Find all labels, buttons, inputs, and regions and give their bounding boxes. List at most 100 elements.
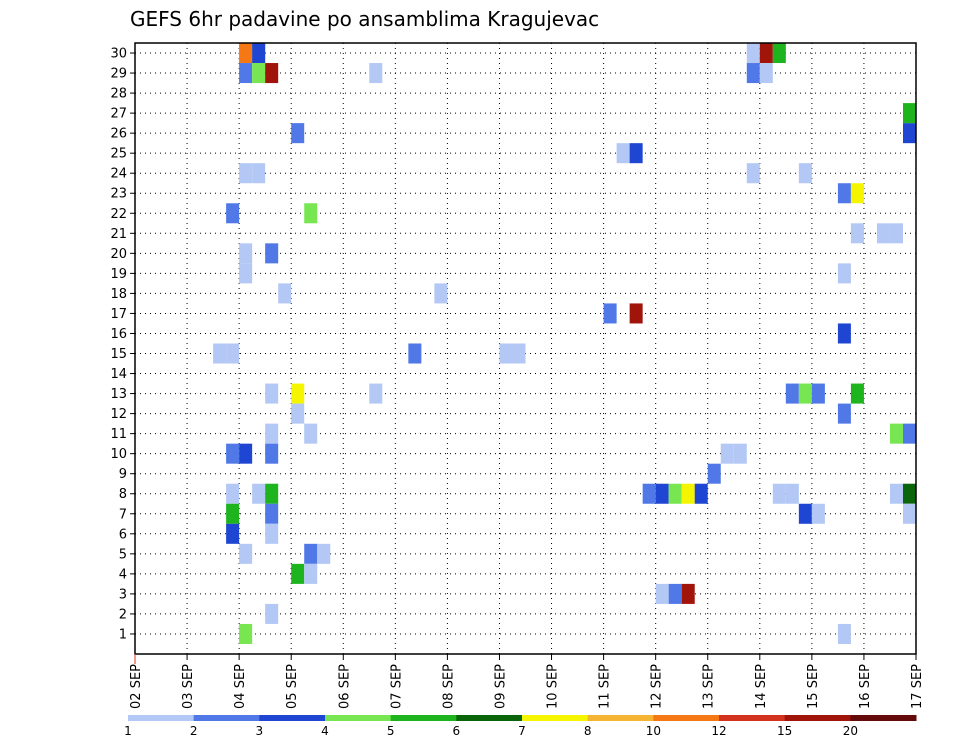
- precip-cell: [629, 143, 643, 164]
- colorbar-segment: [128, 715, 195, 721]
- y-tick-label: 3: [119, 587, 127, 602]
- colorbar-label: 10: [646, 724, 661, 738]
- x-tick-label: 05 SEP: [285, 664, 300, 709]
- precip-cell: [811, 383, 825, 404]
- y-tick-label: 13: [110, 387, 127, 402]
- precip-cell: [772, 483, 786, 504]
- x-tick-label: 09 SEP: [493, 664, 508, 709]
- plot-frame: [134, 42, 917, 655]
- x-axis: 02 SEP 03 SEP 04 SEP 05 SEP 06 SEP 07 SEP 08 S…: [129, 654, 925, 709]
- y-tick-label: 30: [110, 47, 127, 62]
- precip-cell: [694, 483, 708, 504]
- y-tick-label: 22: [110, 207, 127, 222]
- precip-cell: [785, 483, 799, 504]
- precip-cell: [304, 543, 318, 564]
- colorbar-segment: [850, 715, 917, 721]
- precip-cell: [837, 623, 851, 644]
- precip-cell: [681, 583, 695, 604]
- precip-cell: [265, 603, 279, 624]
- precip-cell: [226, 343, 240, 364]
- precip-cell: [265, 443, 279, 464]
- precip-cell: [902, 103, 916, 124]
- y-axis: 1234567891011121314151617181920212223242…: [110, 47, 135, 642]
- colorbar-label: 15: [777, 724, 792, 738]
- x-tick-label: 06 SEP: [337, 664, 352, 709]
- precip-cell: [226, 443, 240, 464]
- precip-cell: [369, 383, 383, 404]
- precip-cell: [239, 543, 253, 564]
- precip-cell: [837, 263, 851, 284]
- y-tick-label: 18: [110, 287, 127, 302]
- precip-cell: [837, 183, 851, 204]
- precip-cell: [265, 523, 279, 544]
- precip-cell: [239, 163, 253, 184]
- precip-cell: [499, 343, 513, 364]
- precip-cell: [837, 323, 851, 344]
- precip-cell: [226, 483, 240, 504]
- precip-cell: [902, 503, 916, 524]
- precip-cell: [317, 543, 331, 564]
- y-tick-label: 11: [110, 427, 127, 442]
- x-tick-label: 02 SEP: [129, 664, 144, 709]
- precip-cell: [291, 383, 305, 404]
- precip-cell: [226, 523, 240, 544]
- y-tick-label: 12: [110, 407, 127, 422]
- precip-cell: [252, 163, 266, 184]
- y-tick-label: 8: [119, 487, 127, 502]
- y-tick-label: 28: [110, 87, 127, 102]
- x-tick-label: 03 SEP: [181, 664, 196, 709]
- y-tick-label: 1: [119, 627, 127, 642]
- precip-cell: [772, 43, 786, 64]
- precip-cell: [720, 443, 734, 464]
- precip-cell: [226, 503, 240, 524]
- y-tick-label: 19: [110, 267, 127, 282]
- precip-cell: [603, 303, 617, 324]
- y-tick-label: 17: [110, 307, 127, 322]
- colorbar-label: 3: [256, 724, 264, 738]
- precip-cell: [876, 223, 890, 244]
- colorbar-segment: [653, 715, 720, 721]
- precip-cell: [252, 483, 266, 504]
- precip-cell: [239, 43, 253, 64]
- precip-cell: [642, 483, 656, 504]
- precip-cell: [798, 163, 812, 184]
- x-tick-label: 14 SEP: [754, 664, 769, 709]
- colorbar-label: 1: [124, 724, 132, 738]
- y-tick-label: 10: [110, 447, 127, 462]
- precip-cell: [707, 463, 721, 484]
- precip-cell: [746, 43, 760, 64]
- colorbar-label: 20: [843, 724, 858, 738]
- colorbar-segment: [587, 715, 654, 721]
- precip-cell: [850, 223, 864, 244]
- precip-cell: [408, 343, 422, 364]
- x-tick-label: 15 SEP: [806, 664, 821, 709]
- x-tick-label: 17 SEP: [910, 664, 925, 709]
- y-tick-label: 2: [119, 607, 127, 622]
- data-cells: [213, 43, 916, 644]
- precip-cell: [369, 63, 383, 84]
- colorbar-segment: [719, 715, 786, 721]
- precip-cell: [746, 163, 760, 184]
- y-tick-label: 9: [119, 467, 127, 482]
- y-tick-label: 26: [110, 127, 127, 142]
- precip-cell: [889, 223, 903, 244]
- colorbar-label: 12: [711, 724, 726, 738]
- precip-cell: [655, 483, 669, 504]
- y-tick-label: 7: [119, 507, 127, 522]
- precip-cell: [304, 423, 318, 444]
- colorbar-segment: [325, 715, 392, 721]
- colorbar: 1 2 3 4 5 6 7 8 10 12 15 20: [124, 715, 917, 738]
- precip-cell: [239, 63, 253, 84]
- colorbar-label: 7: [518, 724, 526, 738]
- colorbar-label: 6: [453, 724, 461, 738]
- precip-cell: [252, 63, 266, 84]
- precip-cell: [837, 403, 851, 424]
- precip-cell: [434, 283, 448, 304]
- colorbar-segment: [784, 715, 851, 721]
- precip-cell: [226, 203, 240, 224]
- y-tick-label: 21: [110, 227, 127, 242]
- x-tick-label: 04 SEP: [233, 664, 248, 709]
- precip-cell: [304, 563, 318, 584]
- precip-cell: [239, 443, 253, 464]
- colorbar-segment: [390, 715, 457, 721]
